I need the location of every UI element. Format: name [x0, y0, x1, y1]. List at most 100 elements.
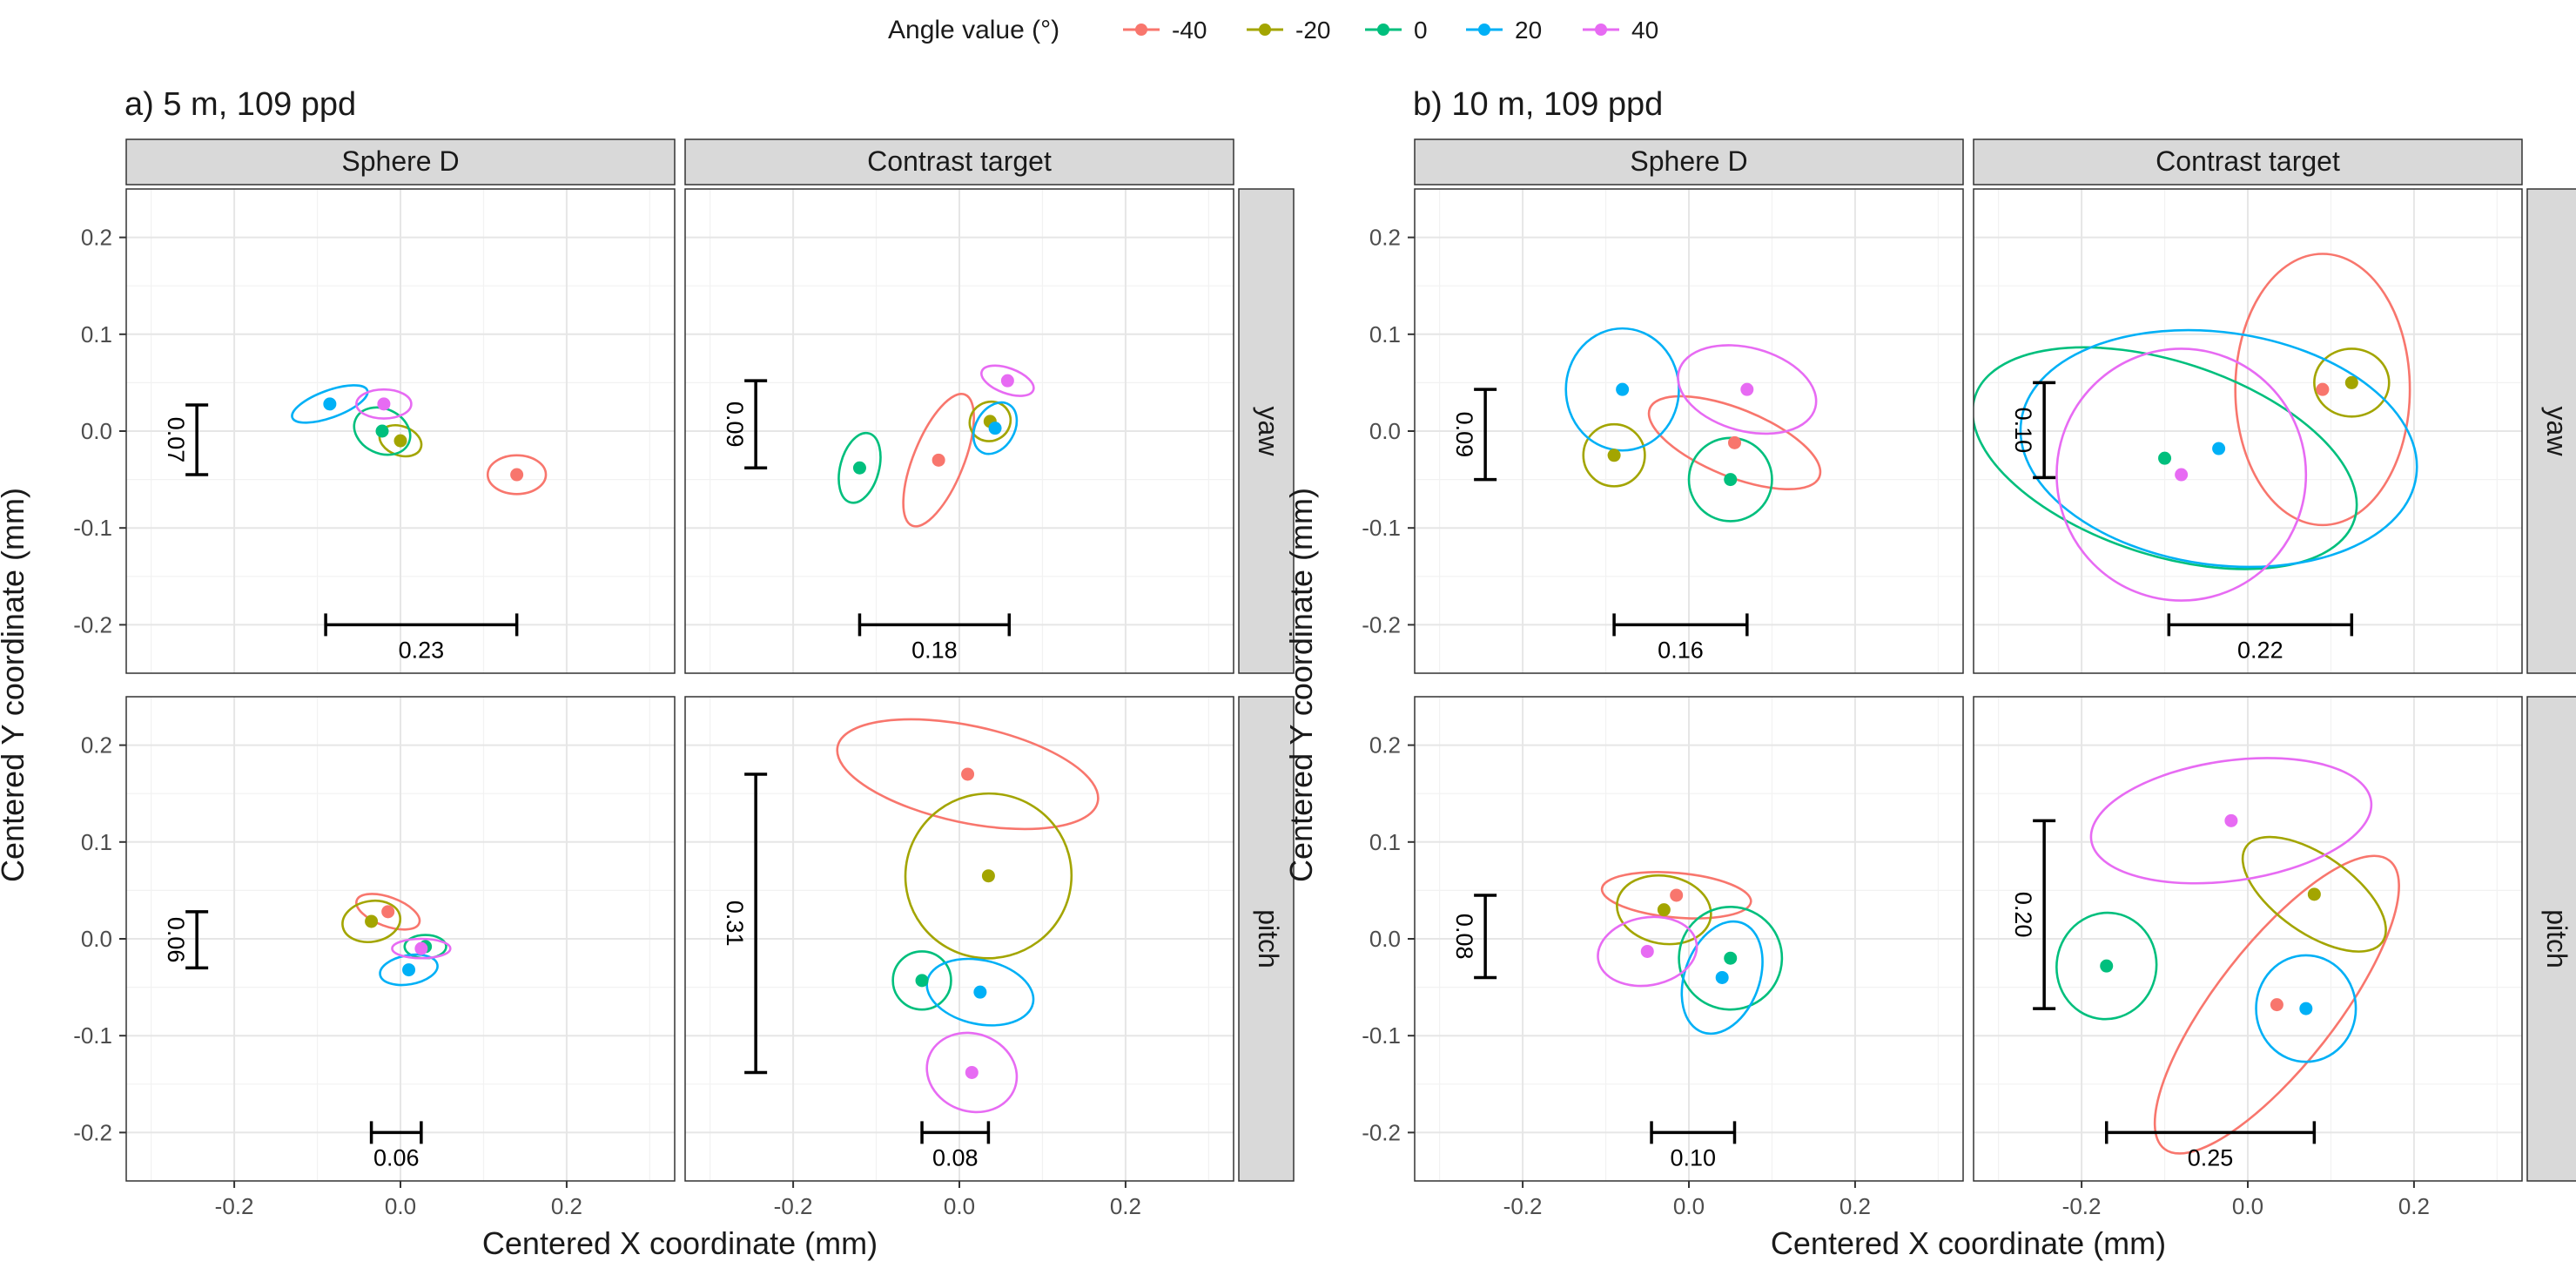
ellipse-angle-20 — [1680, 920, 1764, 1036]
ellipse-angle--40 — [1647, 395, 1822, 491]
panel-yaw-sphere: 0.23 0.07 — [125, 188, 676, 674]
y-tick-label: 0.2 — [81, 225, 112, 251]
panel-pitch-sphere: 0.06 0.06 — [125, 696, 676, 1182]
x-extent-label: 0.23 — [399, 637, 445, 663]
y-extent-label: 0.06 — [163, 917, 189, 963]
ellipse-angle--20 — [1582, 422, 1646, 488]
legend-entry-1: -20 — [1247, 17, 1330, 44]
y-tick-label: -0.1 — [73, 1022, 112, 1049]
ellipse-angle-0 — [1678, 905, 1784, 1011]
point-angle-40 — [2224, 813, 2238, 827]
ellipse-angle--20 — [904, 792, 1073, 960]
x-tick-label: 0.0 — [385, 1193, 416, 1219]
point-angle-0 — [2158, 451, 2172, 465]
legend-key-point — [1135, 24, 1147, 36]
ellipse-angle-40 — [925, 1031, 1019, 1114]
ellipse-angle-0 — [837, 431, 882, 504]
legend-title: Angle value (°) — [888, 16, 1059, 44]
ellipse-angle-20 — [291, 384, 369, 424]
y-tick-label: 0.2 — [81, 732, 112, 759]
ellipse-angle--20 — [968, 400, 1012, 442]
x-extent-label: 0.10 — [1670, 1144, 1716, 1170]
figure-title: b) 10 m, 109 ppd — [1413, 86, 1663, 123]
point-angle-40 — [414, 941, 428, 955]
figure-b: b) 10 m, 109 ppd Sphere D Contrast target y… — [1283, 86, 2576, 1261]
y-tick-label: 0.1 — [81, 321, 112, 347]
column-strip — [1973, 138, 2523, 186]
panel-data: 0.22 0.10 — [1974, 253, 2418, 663]
point-angle--40 — [381, 905, 395, 919]
panel-data: 0.25 0.20 — [2010, 757, 2400, 1170]
panel-data: 0.06 0.06 — [163, 893, 452, 1170]
legend-entry-2: 0 — [1365, 17, 1428, 44]
point-angle--40 — [2316, 382, 2330, 396]
panel-data: 0.23 0.07 — [163, 384, 548, 663]
ellipse-angle-40 — [980, 364, 1035, 397]
ellipse-angle--40 — [2234, 253, 2411, 527]
x-extent-label: 0.25 — [2188, 1144, 2234, 1170]
legend-key-point — [1478, 24, 1490, 36]
point-angle-0 — [1724, 951, 1738, 965]
ellipse-angle--20 — [2313, 347, 2391, 418]
point-angle-40 — [1640, 944, 1654, 958]
column-strip-label: Contrast target — [2156, 145, 2340, 177]
ellipse-angle-40 — [355, 388, 413, 420]
x-extent-label: 0.16 — [1658, 637, 1704, 663]
y-tick-label: -0.2 — [1362, 1119, 1401, 1145]
row-strip — [1238, 696, 1295, 1182]
ellipse-angle--40 — [1600, 871, 1752, 920]
legend-label: -20 — [1295, 17, 1330, 44]
y-tick-label: 0.1 — [1369, 829, 1401, 855]
y-tick-label: 0.1 — [81, 829, 112, 855]
row-strip-label: yaw — [1253, 407, 1284, 457]
ellipse-angle--40 — [355, 893, 421, 931]
x-extent-label: 0.22 — [2237, 637, 2283, 663]
legend-key-point — [1377, 24, 1389, 36]
point-angle--40 — [510, 468, 524, 482]
point-angle-20 — [1715, 970, 1729, 984]
point-angle-40 — [377, 397, 391, 411]
point-angle--40 — [932, 453, 945, 467]
point-angle-40 — [1740, 382, 1754, 396]
y-tick-label: -0.1 — [1362, 515, 1401, 541]
y-extent-label: 0.20 — [2010, 892, 2036, 938]
row-strip — [2526, 696, 2576, 1182]
column-strip-label: Sphere D — [1630, 145, 1747, 177]
ellipse-angle--20 — [2241, 835, 2387, 953]
point-angle-40 — [2175, 468, 2189, 482]
y-tick-label: -0.2 — [1362, 611, 1401, 638]
legend-label: 40 — [1631, 17, 1658, 44]
figure-a: a) 5 m, 109 ppd Sphere D Contrast target ya… — [0, 86, 1295, 1261]
y-tick-label: 0.0 — [81, 418, 112, 444]
point-angle--20 — [365, 914, 379, 928]
legend-entry-4: 40 — [1583, 17, 1658, 44]
point-angle-20 — [988, 422, 1002, 435]
point-angle--20 — [1607, 449, 1621, 462]
x-tick-label: 0.0 — [1673, 1193, 1705, 1219]
ellipse-angle-20 — [972, 401, 1019, 455]
ellipse-angle-0 — [891, 950, 952, 1011]
legend-entry-3: 20 — [1466, 17, 1542, 44]
row-strip-label: pitch — [1253, 909, 1284, 968]
y-tick-label: 0.0 — [1369, 926, 1401, 952]
legend-label: -40 — [1172, 17, 1207, 44]
column-strip — [684, 138, 1234, 186]
panel-pitch-contrast: 0.25 0.20 — [1973, 696, 2523, 1182]
y-extent-label: 0.09 — [1451, 412, 1477, 458]
figure-title: a) 5 m, 109 ppd — [124, 86, 356, 123]
point-angle--40 — [961, 767, 975, 781]
point-angle-0 — [915, 974, 929, 988]
column-strip-label: Sphere D — [341, 145, 459, 177]
point-angle--40 — [1670, 888, 1684, 902]
point-angle-20 — [402, 963, 416, 977]
point-angle--40 — [2270, 998, 2283, 1012]
point-angle--20 — [981, 869, 995, 883]
y-tick-label: 0.2 — [1369, 225, 1401, 251]
point-angle--20 — [393, 434, 407, 448]
panel-data: 0.10 0.08 — [1451, 871, 1784, 1170]
ellipse-angle-0 — [2055, 911, 2158, 1021]
ellipse-angle-40 — [2089, 757, 2373, 885]
ellipse-angle-40 — [1597, 915, 1698, 988]
y-axis-title: Centered Y coordinate (mm) — [1283, 488, 1319, 882]
legend-entry-0: -40 — [1123, 17, 1207, 44]
